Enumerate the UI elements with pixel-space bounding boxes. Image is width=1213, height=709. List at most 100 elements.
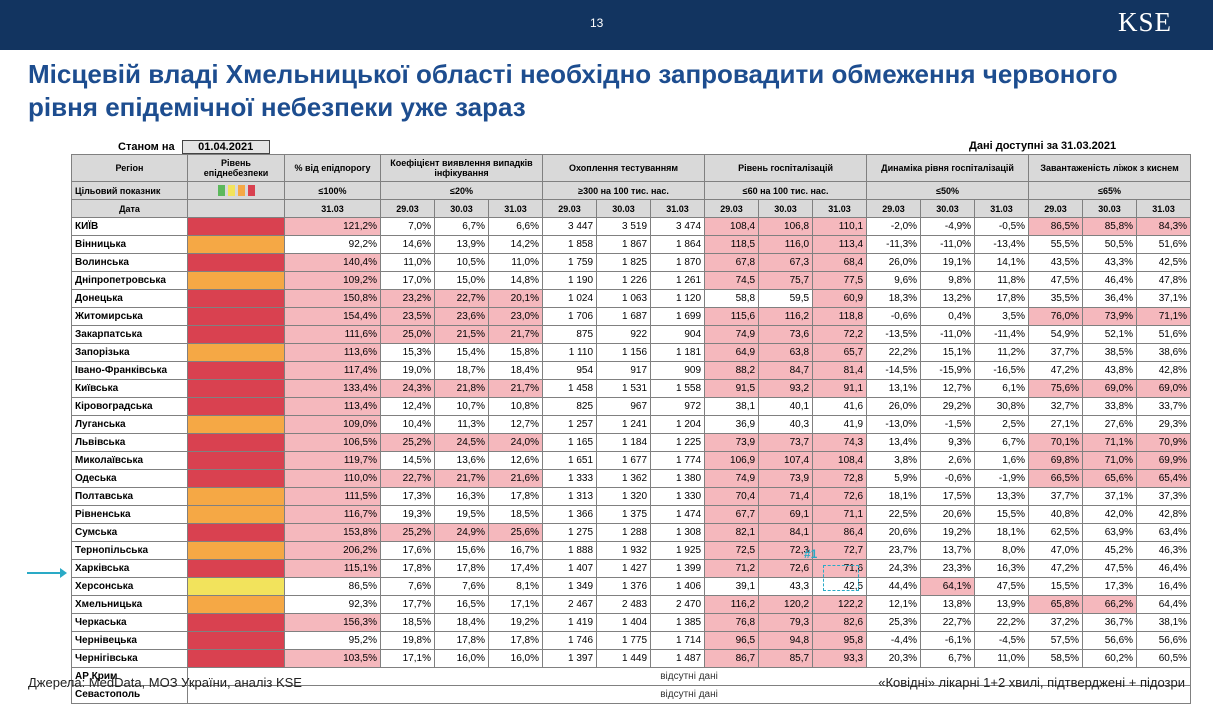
date-cell: 29.03 [1028, 199, 1084, 218]
hosp-cell: 116,2 [704, 595, 760, 614]
test-cell: 1 651 [542, 451, 598, 470]
dyn-cell: 24,3% [866, 559, 922, 578]
test-cell: 1 165 [542, 433, 598, 452]
hosp-cell: 60,9 [812, 289, 868, 308]
beds-cell: 15,5% [1028, 577, 1084, 596]
dyn-cell: 13,8% [920, 595, 976, 614]
dyn-cell: 15,1% [920, 343, 976, 362]
threshold-pct-cell: 116,7% [284, 505, 381, 524]
table-row: Львівська 106,5% 25,2% 24,5% 24,0% 1 165 1 184… [71, 433, 1192, 452]
threshold-pct-cell: 103,5% [284, 649, 381, 668]
hosp-cell: 82,6 [812, 613, 868, 632]
test-cell: 1 427 [596, 559, 652, 578]
hosp-cell: 39,1 [704, 577, 760, 596]
hosp-cell: 73,9 [758, 469, 814, 488]
kse-logo: KSE [1118, 7, 1173, 37]
test-cell: 1 399 [650, 559, 706, 578]
hosp-cell: 41,6 [812, 397, 868, 416]
threshold-pct-cell: 153,8% [284, 523, 381, 542]
table-row: Донецька 150,8% 23,2% 22,7% 20,1% 1 024 1 063 1… [71, 289, 1192, 308]
beds-cell: 36,7% [1082, 613, 1138, 632]
det-cell: 15,0% [434, 271, 489, 290]
hosp-cell: 74,5 [704, 271, 760, 290]
dyn-cell: 18,3% [866, 289, 922, 308]
det-cell: 14,6% [380, 235, 435, 254]
region-name: Кіровоградська [71, 397, 188, 416]
beds-cell: 65,4% [1136, 469, 1192, 488]
det-cell: 16,3% [434, 487, 489, 506]
dyn-cell: -11,0% [920, 325, 976, 344]
dyn-cell: -4,4% [866, 631, 922, 650]
target-hosp-dynamics: ≤50% [866, 181, 1030, 200]
region-name: Луганська [71, 415, 188, 434]
table-row: Хмельницька 92,3% 17,7% 16,5% 17,1% 2 467 2 48… [71, 595, 1192, 614]
test-cell: 1 226 [596, 271, 652, 290]
threshold-pct-cell: 113,6% [284, 343, 381, 362]
dyn-cell: 8,0% [974, 541, 1030, 560]
level-cell [187, 487, 285, 506]
dyn-cell: 13,1% [866, 379, 922, 398]
det-cell: 16,0% [487, 649, 544, 668]
hosp-cell: 72,8 [812, 469, 868, 488]
hosp-cell: 95,8 [812, 631, 868, 650]
test-cell: 1 225 [650, 433, 706, 452]
date-cell: 31.03 [812, 199, 868, 218]
dyn-cell: -14,5% [866, 361, 922, 380]
dyn-cell: -13,4% [974, 235, 1030, 254]
dyn-cell: 23,7% [866, 541, 922, 560]
det-cell: 25,0% [380, 325, 435, 344]
threshold-pct-cell: 150,8% [284, 289, 381, 308]
beds-cell: 29,3% [1136, 415, 1192, 434]
det-cell: 17,1% [487, 595, 544, 614]
table-row: Севастополь відсутні дані [71, 685, 1192, 704]
threshold-pct-cell: 133,4% [284, 379, 381, 398]
hosp-cell: 108,4 [704, 217, 760, 236]
dyn-cell: 22,5% [866, 505, 922, 524]
dyn-cell: 5,9% [866, 469, 922, 488]
beds-cell: 27,1% [1028, 415, 1084, 434]
test-cell: 1 687 [596, 307, 652, 326]
det-cell: 24,0% [487, 433, 544, 452]
test-cell: 1 063 [596, 289, 652, 308]
dyn-cell: 9,8% [920, 271, 976, 290]
hosp-cell: 40,3 [758, 415, 814, 434]
date-cell: 29.03 [866, 199, 922, 218]
table-row: Черкаська 156,3% 18,5% 18,4% 19,2% 1 419 1 404… [71, 613, 1192, 632]
test-cell: 1 925 [650, 541, 706, 560]
hosp-cell: 59,5 [758, 289, 814, 308]
beds-cell: 66,2% [1082, 595, 1138, 614]
header-detection: Коефіцієнт виявлення випадків інфікуванн… [379, 154, 544, 182]
beds-cell: 86,5% [1028, 217, 1084, 236]
hosp-cell: 72,7 [812, 541, 868, 560]
beds-cell: 42,5% [1136, 253, 1192, 272]
data-table: Регіон Рівень епіднебезпеки % від епідпо… [71, 154, 1192, 704]
dyn-cell: 44,4% [866, 577, 922, 596]
threshold-pct-cell: 111,5% [284, 487, 381, 506]
det-cell: 8,1% [487, 577, 544, 596]
level-cell [187, 289, 285, 308]
date-level-empty [187, 199, 285, 218]
hosp-cell: 68,4 [812, 253, 868, 272]
det-cell: 23,6% [434, 307, 489, 326]
hosp-cell: 67,7 [704, 505, 760, 524]
dyn-cell: 6,7% [974, 433, 1030, 452]
level-swatch-orange [237, 185, 245, 197]
level-cell [187, 577, 285, 596]
dyn-cell: -11,4% [974, 325, 1030, 344]
test-cell: 1 261 [650, 271, 706, 290]
dyn-cell: 19,1% [920, 253, 976, 272]
det-cell: 14,8% [487, 271, 544, 290]
test-cell: 3 519 [596, 217, 652, 236]
region-name: Херсонська [71, 577, 188, 596]
table-body: КИЇВ 121,2% 7,0% 6,7% 6,6% 3 447 3 519 3 474 108… [71, 217, 1192, 704]
beds-cell: 16,4% [1136, 577, 1192, 596]
test-cell: 1 404 [596, 613, 652, 632]
dyn-cell: 47,5% [974, 577, 1030, 596]
test-cell: 1 699 [650, 307, 706, 326]
hosp-cell: 93,3 [812, 649, 868, 668]
level-cell [187, 253, 285, 272]
hosp-cell: 73,7 [758, 433, 814, 452]
det-cell: 22,7% [380, 469, 435, 488]
det-cell: 16,5% [434, 595, 489, 614]
beds-cell: 84,3% [1136, 217, 1192, 236]
